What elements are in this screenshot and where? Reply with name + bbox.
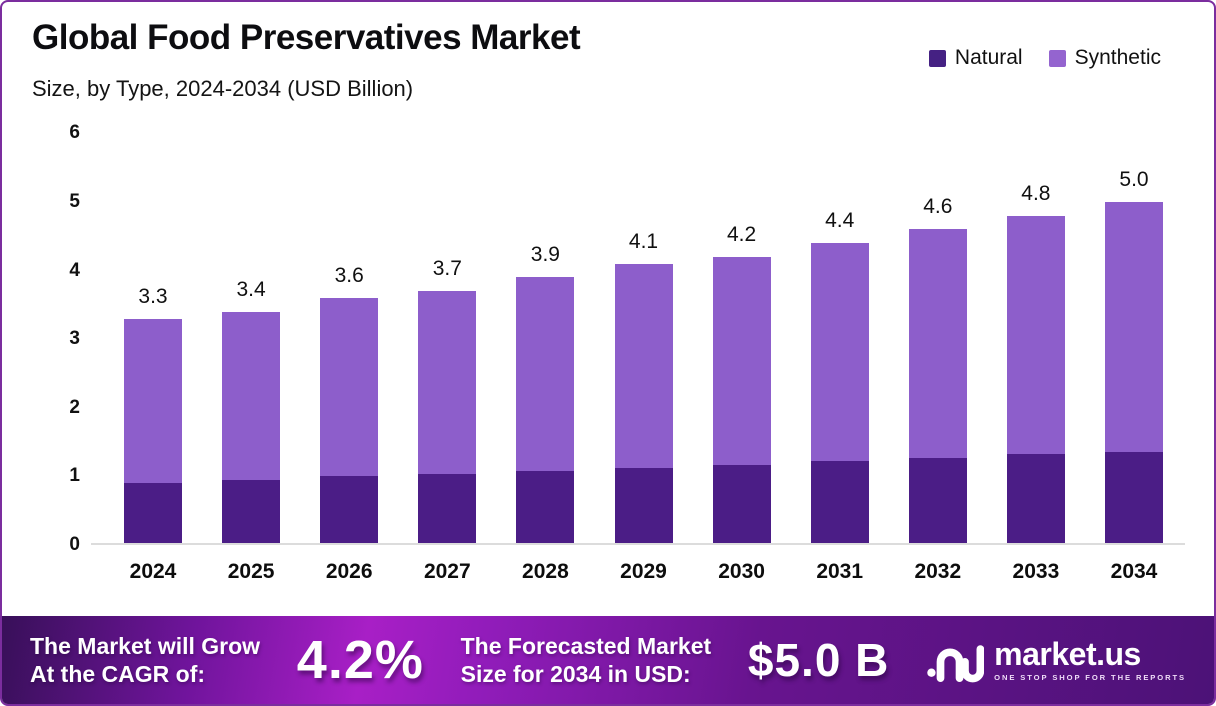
bar-segment-natural-2031 [810,461,869,545]
forecast-label-line1: The Forecasted Market [460,632,712,659]
bar-segment-natural-2034 [1105,451,1163,545]
bar-segment-natural-2032 [908,457,967,545]
bar-group-2027 [418,291,477,545]
bar-segment-synthetic-2024 [124,318,182,484]
marketus-logo-tagline: ONE STOP SHOP FOR THE REPORTS [994,673,1186,682]
bar-total-label-2026: 3.6 [334,264,364,287]
x-tick-label-2032: 2032 [914,560,962,583]
bar-total-label-2030: 4.2 [726,222,757,246]
legend-label-natural: Natural [954,46,1023,69]
bar-segment-synthetic-2030 [712,256,771,465]
bottom-banner: The Market will Grow At the CAGR of: 4.2… [2,616,1214,704]
bar-segment-synthetic-2031 [810,243,869,462]
bar-total-label-2032: 4.6 [923,195,953,219]
bar-group-2030 [712,256,771,545]
x-tick-label-2025: 2025 [227,560,275,583]
bar-segment-synthetic-2034 [1105,201,1163,452]
x-tick-label-2033: 2033 [1012,560,1060,583]
y-tick-label: 4 [69,259,80,281]
bar-group-2032 [908,229,967,545]
bar-group-2025 [222,311,281,545]
y-tick-label: 6 [69,122,80,144]
x-axis-labels: 2024 2025 2026 2027 2028 2029 2030 2031 2032 2033… [97,560,1185,590]
x-tick-label-2031: 2031 [816,560,864,583]
bar-segment-natural-2026 [320,476,379,545]
marketus-logo: market.us ONE STOP SHOP FOR THE REPORTS [926,635,1186,685]
x-tick-label-2027: 2027 [423,560,471,583]
bar-group-2031 [810,243,869,545]
bar-segment-synthetic-2033 [1006,215,1065,455]
bar-total-label-2031: 4.4 [825,209,855,233]
marketus-logo-name: market.us [994,636,1141,672]
y-tick-label: 1 [69,465,80,487]
bar-segment-natural-2025 [222,479,281,545]
bar-segment-natural-2027 [418,473,477,545]
x-tick-label-2024: 2024 [129,560,177,583]
bar-total-label-2033: 4.8 [1021,181,1051,205]
bar-segment-synthetic-2029 [614,263,673,469]
y-tick-label: 0 [69,534,80,555]
synthetic-swatch-icon [1048,49,1066,67]
y-tick-label: 2 [69,396,80,418]
bar-group-2024 [124,318,182,545]
x-tick-label-2034: 2034 [1110,560,1158,583]
forecast-value: $5.0 B [747,634,890,686]
bar-segment-synthetic-2027 [418,291,477,474]
bar-total-label-2025: 3.4 [236,277,266,301]
chart-title: Global Food Preservatives Market [32,18,581,57]
bar-segment-synthetic-2025 [222,311,281,480]
bar-group-2033 [1006,215,1065,545]
x-tick-label-2030: 2030 [718,560,765,583]
bar-group-2029 [614,263,673,545]
bar-segment-natural-2028 [516,470,575,545]
y-tick-label: 3 [69,328,80,350]
cagr-label: The Market will Grow At the CAGR of: [30,632,260,688]
bar-segment-natural-2030 [712,464,771,545]
bar-group-2028 [516,277,575,545]
bar-total-label-2027: 3.7 [432,257,462,281]
x-tick-label-2026: 2026 [325,560,373,583]
bar-group-2026 [320,298,379,545]
bar-group-2034 [1105,201,1163,545]
bar-segment-natural-2033 [1006,454,1065,545]
cagr-value: 4.2% [296,630,424,690]
cagr-label-line1: The Market will Grow [30,632,261,659]
legend-item-natural: Natural [928,46,1023,70]
marketus-logo-text: market.us ONE STOP SHOP FOR THE REPORTS [994,638,1186,682]
legend-label-synthetic: Synthetic [1074,46,1161,69]
bar-total-label-2029: 4.1 [628,229,659,253]
forecast-label-line2: Size for 2034 in USD: [460,661,691,687]
x-tick-label-2028: 2028 [522,560,569,583]
bar-segment-synthetic-2032 [908,229,967,458]
chart-subtitle: Size, by Type, 2024-2034 (USD Billion) [32,76,414,101]
plot-area: 3.3 3.4 3.6 3.7 3.9 4.1 4.2 4.4 4.6 4.8 5.0 [91,122,1185,545]
bar-segment-natural-2029 [614,468,673,545]
bar-total-label-2028: 3.9 [530,243,560,267]
natural-swatch-icon [928,49,946,67]
x-axis-line [91,543,1185,545]
cagr-label-line2: At the CAGR of: [30,661,206,687]
y-axis: 0 1 2 3 4 5 6 [2,122,80,555]
marketus-logo-icon [927,645,985,683]
bar-segment-natural-2024 [124,483,182,545]
bar-total-label-2034: 5.0 [1119,167,1149,191]
bar-segment-synthetic-2026 [320,298,379,477]
forecast-label: The Forecasted Market Size for 2034 in U… [461,632,712,688]
legend-item-synthetic: Synthetic [1048,46,1161,70]
legend: Natural Synthetic [928,46,1161,70]
x-tick-label-2029: 2029 [620,560,667,583]
bar-total-label-2024: 3.3 [138,284,168,308]
y-tick-label: 5 [69,190,80,212]
bar-segment-synthetic-2028 [516,277,575,471]
